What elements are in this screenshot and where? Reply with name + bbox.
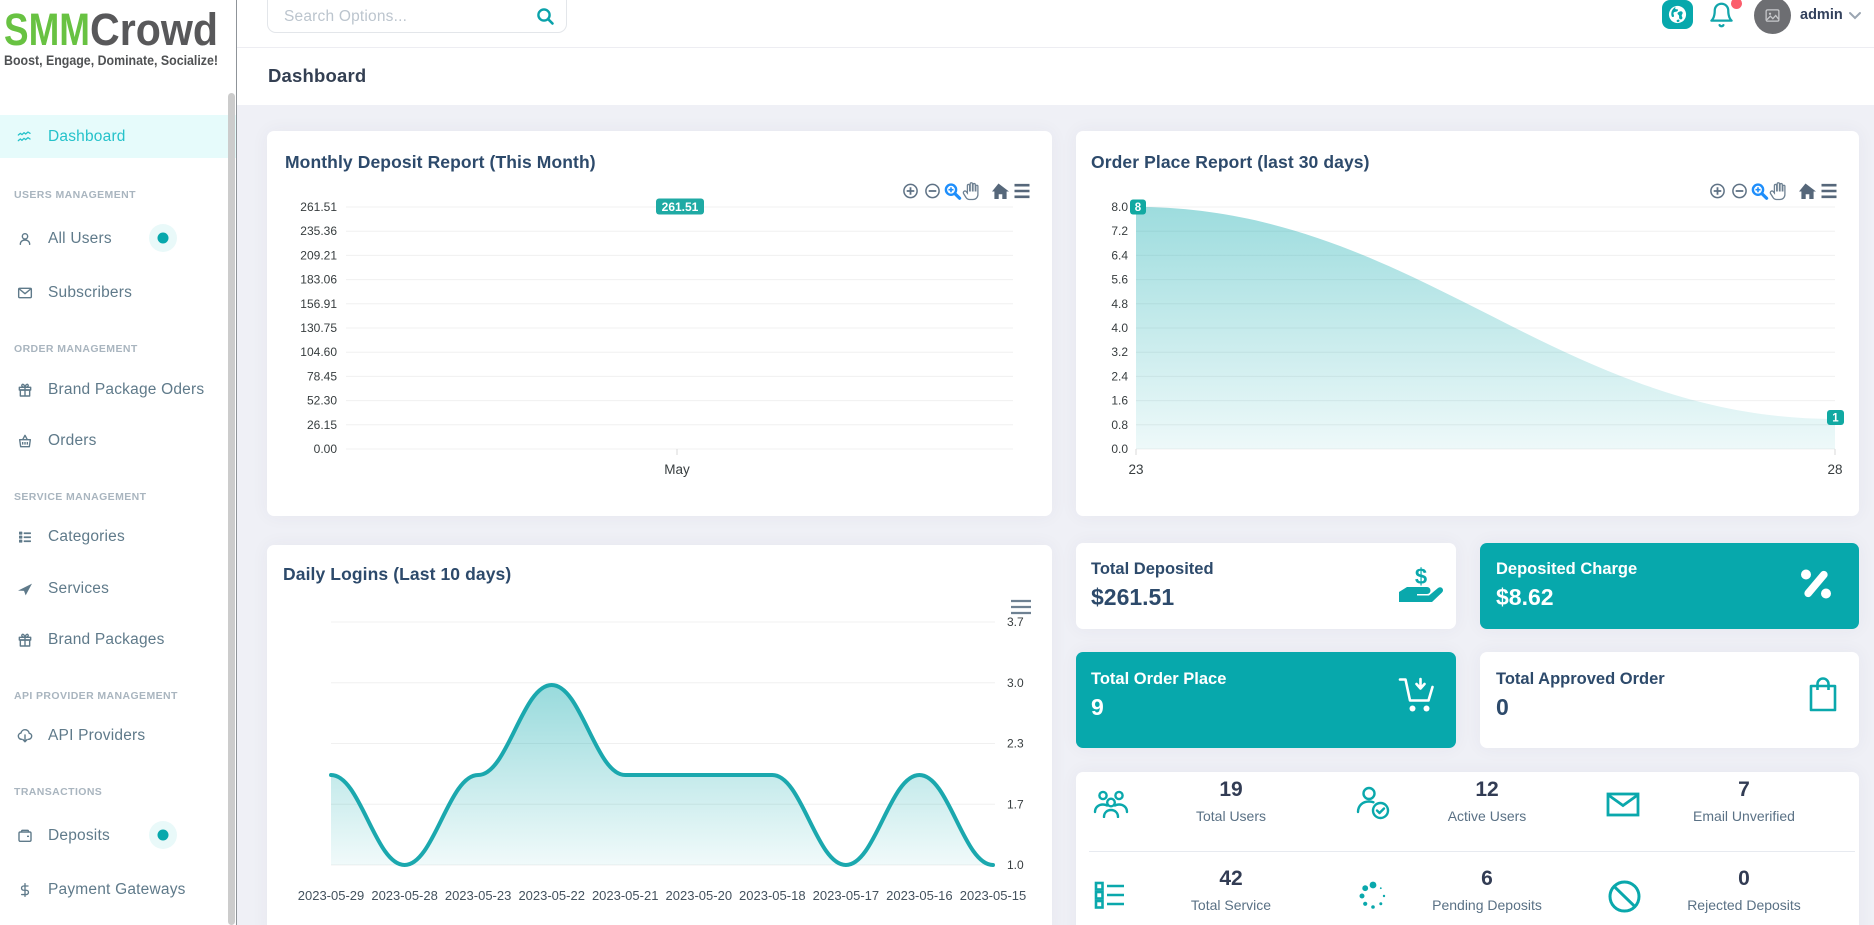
- svg-text:183.06: 183.06: [300, 273, 337, 287]
- svg-text:2023-05-17: 2023-05-17: [813, 888, 880, 903]
- svg-text:261.51: 261.51: [662, 200, 699, 214]
- svg-text:Crowd: Crowd: [90, 4, 218, 55]
- svg-text:0.00: 0.00: [314, 442, 338, 456]
- svg-text:2023-05-18: 2023-05-18: [739, 888, 806, 903]
- svg-text:156.91: 156.91: [300, 297, 337, 311]
- svg-text:78.45: 78.45: [307, 369, 337, 383]
- svg-text:104.60: 104.60: [300, 345, 337, 359]
- svg-text:0.0: 0.0: [1111, 442, 1128, 456]
- svg-text:52.30: 52.30: [307, 394, 337, 408]
- svg-text:1.6: 1.6: [1111, 394, 1128, 408]
- svg-text:209.21: 209.21: [300, 248, 337, 262]
- svg-text:SMM: SMM: [4, 4, 90, 55]
- svg-text:1.0: 1.0: [1007, 858, 1024, 872]
- svg-text:2023-05-28: 2023-05-28: [371, 888, 438, 903]
- svg-text:2.4: 2.4: [1111, 369, 1128, 383]
- svg-text:7.2: 7.2: [1111, 224, 1128, 238]
- svg-text:6.4: 6.4: [1111, 248, 1128, 262]
- svg-text:2023-05-22: 2023-05-22: [518, 888, 585, 903]
- svg-text:2023-05-23: 2023-05-23: [445, 888, 512, 903]
- svg-text:May: May: [664, 462, 690, 477]
- svg-text:$: $: [1415, 564, 1427, 589]
- svg-text:2023-05-16: 2023-05-16: [886, 888, 953, 903]
- svg-text:2023-05-21: 2023-05-21: [592, 888, 659, 903]
- svg-text:261.51: 261.51: [300, 200, 337, 214]
- svg-text:8: 8: [1135, 202, 1142, 214]
- svg-text:26.15: 26.15: [307, 418, 337, 432]
- svg-text:2.3: 2.3: [1007, 737, 1024, 751]
- svg-text:4.8: 4.8: [1111, 297, 1128, 311]
- svg-text:3.2: 3.2: [1111, 345, 1128, 359]
- svg-text:2023-05-20: 2023-05-20: [666, 888, 733, 903]
- svg-text:5.6: 5.6: [1111, 273, 1128, 287]
- svg-text:2023-05-15: 2023-05-15: [960, 888, 1027, 903]
- svg-text:0.8: 0.8: [1111, 418, 1128, 432]
- svg-text:8.0: 8.0: [1111, 200, 1128, 214]
- svg-text:4.0: 4.0: [1111, 321, 1128, 335]
- svg-text:3.0: 3.0: [1007, 676, 1024, 690]
- svg-text:1: 1: [1832, 413, 1839, 425]
- svg-text:130.75: 130.75: [300, 321, 337, 335]
- svg-text:3.7: 3.7: [1007, 615, 1024, 629]
- svg-text:2023-05-29: 2023-05-29: [298, 888, 365, 903]
- svg-text:235.36: 235.36: [300, 224, 337, 238]
- svg-text:23: 23: [1128, 462, 1143, 477]
- svg-text:Boost, Engage, Dominate, Socia: Boost, Engage, Dominate, Socialize!: [4, 52, 218, 68]
- svg-text:28: 28: [1827, 462, 1842, 477]
- svg-text:1.7: 1.7: [1007, 797, 1024, 811]
